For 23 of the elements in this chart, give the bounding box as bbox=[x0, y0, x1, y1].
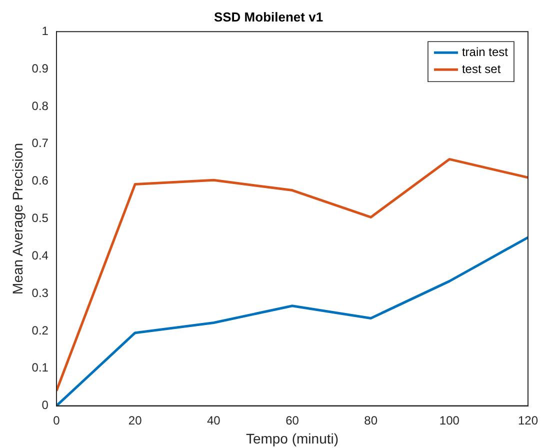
chart-title: SSD Mobilenet v1 bbox=[214, 9, 324, 24]
y-tick-label: 0.7 bbox=[32, 136, 49, 150]
y-tick-label: 0.2 bbox=[32, 323, 49, 338]
y-tick-label: 0.4 bbox=[32, 248, 49, 262]
legend-label: train test bbox=[462, 44, 509, 59]
y-tick-label: 0.3 bbox=[32, 286, 49, 300]
y-axis-title: Mean Average Precision bbox=[9, 142, 26, 294]
x-tick-label: 60 bbox=[286, 413, 300, 428]
y-tick-label: 0 bbox=[42, 398, 49, 412]
x-tick-label: 80 bbox=[364, 413, 378, 428]
y-tick-label: 0.8 bbox=[32, 98, 49, 113]
x-tick-label: 120 bbox=[518, 413, 538, 428]
x-tick-label: 100 bbox=[439, 413, 460, 428]
y-tick-label: 1 bbox=[42, 24, 49, 38]
y-tick-label: 0.1 bbox=[32, 360, 49, 375]
x-tick-label: 0 bbox=[53, 413, 60, 428]
y-tick-label: 0.5 bbox=[32, 211, 49, 226]
x-tick-label: 40 bbox=[206, 413, 221, 428]
legend-label: test set bbox=[462, 62, 502, 76]
y-tick-label: 0.6 bbox=[32, 174, 49, 188]
y-tick-label: 0.9 bbox=[32, 61, 49, 76]
x-tick-label: 20 bbox=[128, 413, 142, 428]
x-axis-title: Tempo (minuti) bbox=[246, 430, 339, 446]
